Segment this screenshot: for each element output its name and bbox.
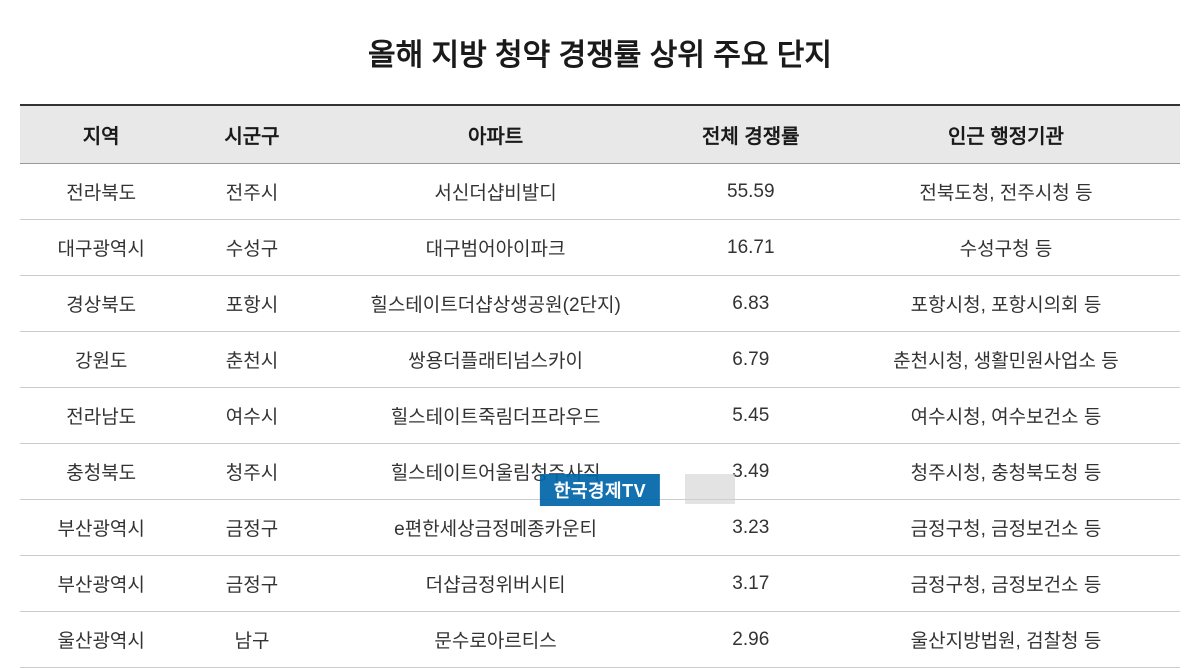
cell-region: 경상북도 (20, 276, 182, 332)
cell-city: 여수시 (182, 388, 321, 444)
header-region: 지역 (20, 105, 182, 164)
cell-region: 울산광역시 (20, 612, 182, 668)
cell-city: 전주시 (182, 164, 321, 220)
cell-city: 금정구 (182, 500, 321, 556)
cell-apt: 대구범어아이파크 (322, 220, 670, 276)
cell-ratio: 16.71 (670, 220, 832, 276)
table-header-row: 지역 시군구 아파트 전체 경쟁률 인근 행정기관 (20, 105, 1180, 164)
cell-agency: 수성구청 등 (832, 220, 1180, 276)
cell-ratio: 3.17 (670, 556, 832, 612)
table-row: 전라북도 전주시 서신더샵비발디 55.59 전북도청, 전주시청 등 (20, 164, 1180, 220)
cell-ratio: 6.79 (670, 332, 832, 388)
cell-ratio: 2.96 (670, 612, 832, 668)
cell-region: 강원도 (20, 332, 182, 388)
cell-ratio: 55.59 (670, 164, 832, 220)
competition-table: 지역 시군구 아파트 전체 경쟁률 인근 행정기관 전라북도 전주시 서신더샵비… (20, 104, 1180, 668)
cell-apt: 더샵금정위버시티 (322, 556, 670, 612)
table-row: 전라남도 여수시 힐스테이트죽림더프라우드 5.45 여수시청, 여수보건소 등 (20, 388, 1180, 444)
cell-agency: 울산지방법원, 검찰청 등 (832, 612, 1180, 668)
header-agency: 인근 행정기관 (832, 105, 1180, 164)
header-city: 시군구 (182, 105, 321, 164)
cell-city: 수성구 (182, 220, 321, 276)
cell-agency: 여수시청, 여수보건소 등 (832, 388, 1180, 444)
cell-ratio: 5.45 (670, 388, 832, 444)
table-row: 강원도 춘천시 쌍용더플래티넘스카이 6.79 춘천시청, 생활민원사업소 등 (20, 332, 1180, 388)
watermark-shadow (685, 474, 735, 504)
cell-agency: 금정구청, 금정보건소 등 (832, 500, 1180, 556)
cell-agency: 포항시청, 포항시의회 등 (832, 276, 1180, 332)
cell-region: 전라북도 (20, 164, 182, 220)
cell-apt: e편한세상금정메종카운티 (322, 500, 670, 556)
table-body: 전라북도 전주시 서신더샵비발디 55.59 전북도청, 전주시청 등 대구광역… (20, 164, 1180, 668)
cell-apt: 문수로아르티스 (322, 612, 670, 668)
table-row: 경상북도 포항시 힐스테이트더샵상생공원(2단지) 6.83 포항시청, 포항시… (20, 276, 1180, 332)
table-row: 대구광역시 수성구 대구범어아이파크 16.71 수성구청 등 (20, 220, 1180, 276)
cell-agency: 금정구청, 금정보건소 등 (832, 556, 1180, 612)
cell-city: 금정구 (182, 556, 321, 612)
cell-agency: 춘천시청, 생활민원사업소 등 (832, 332, 1180, 388)
cell-region: 충청북도 (20, 444, 182, 500)
table-row: 부산광역시 금정구 e편한세상금정메종카운티 3.23 금정구청, 금정보건소 … (20, 500, 1180, 556)
cell-apt: 서신더샵비발디 (322, 164, 670, 220)
cell-city: 청주시 (182, 444, 321, 500)
table-row: 부산광역시 금정구 더샵금정위버시티 3.17 금정구청, 금정보건소 등 (20, 556, 1180, 612)
cell-city: 포항시 (182, 276, 321, 332)
cell-region: 대구광역시 (20, 220, 182, 276)
cell-agency: 전북도청, 전주시청 등 (832, 164, 1180, 220)
cell-region: 부산광역시 (20, 500, 182, 556)
cell-ratio: 6.83 (670, 276, 832, 332)
cell-region: 전라남도 (20, 388, 182, 444)
cell-apt: 힐스테이트죽림더프라우드 (322, 388, 670, 444)
cell-apt: 쌍용더플래티넘스카이 (322, 332, 670, 388)
table-row: 울산광역시 남구 문수로아르티스 2.96 울산지방법원, 검찰청 등 (20, 612, 1180, 668)
cell-region: 부산광역시 (20, 556, 182, 612)
cell-city: 남구 (182, 612, 321, 668)
watermark-logo: 한국경제TV (540, 474, 660, 506)
cell-apt: 힐스테이트더샵상생공원(2단지) (322, 276, 670, 332)
page-title: 올해 지방 청약 경쟁률 상위 주요 단지 (20, 30, 1180, 74)
cell-city: 춘천시 (182, 332, 321, 388)
header-apt: 아파트 (322, 105, 670, 164)
header-ratio: 전체 경쟁률 (670, 105, 832, 164)
cell-ratio: 3.23 (670, 500, 832, 556)
cell-agency: 청주시청, 충청북도청 등 (832, 444, 1180, 500)
